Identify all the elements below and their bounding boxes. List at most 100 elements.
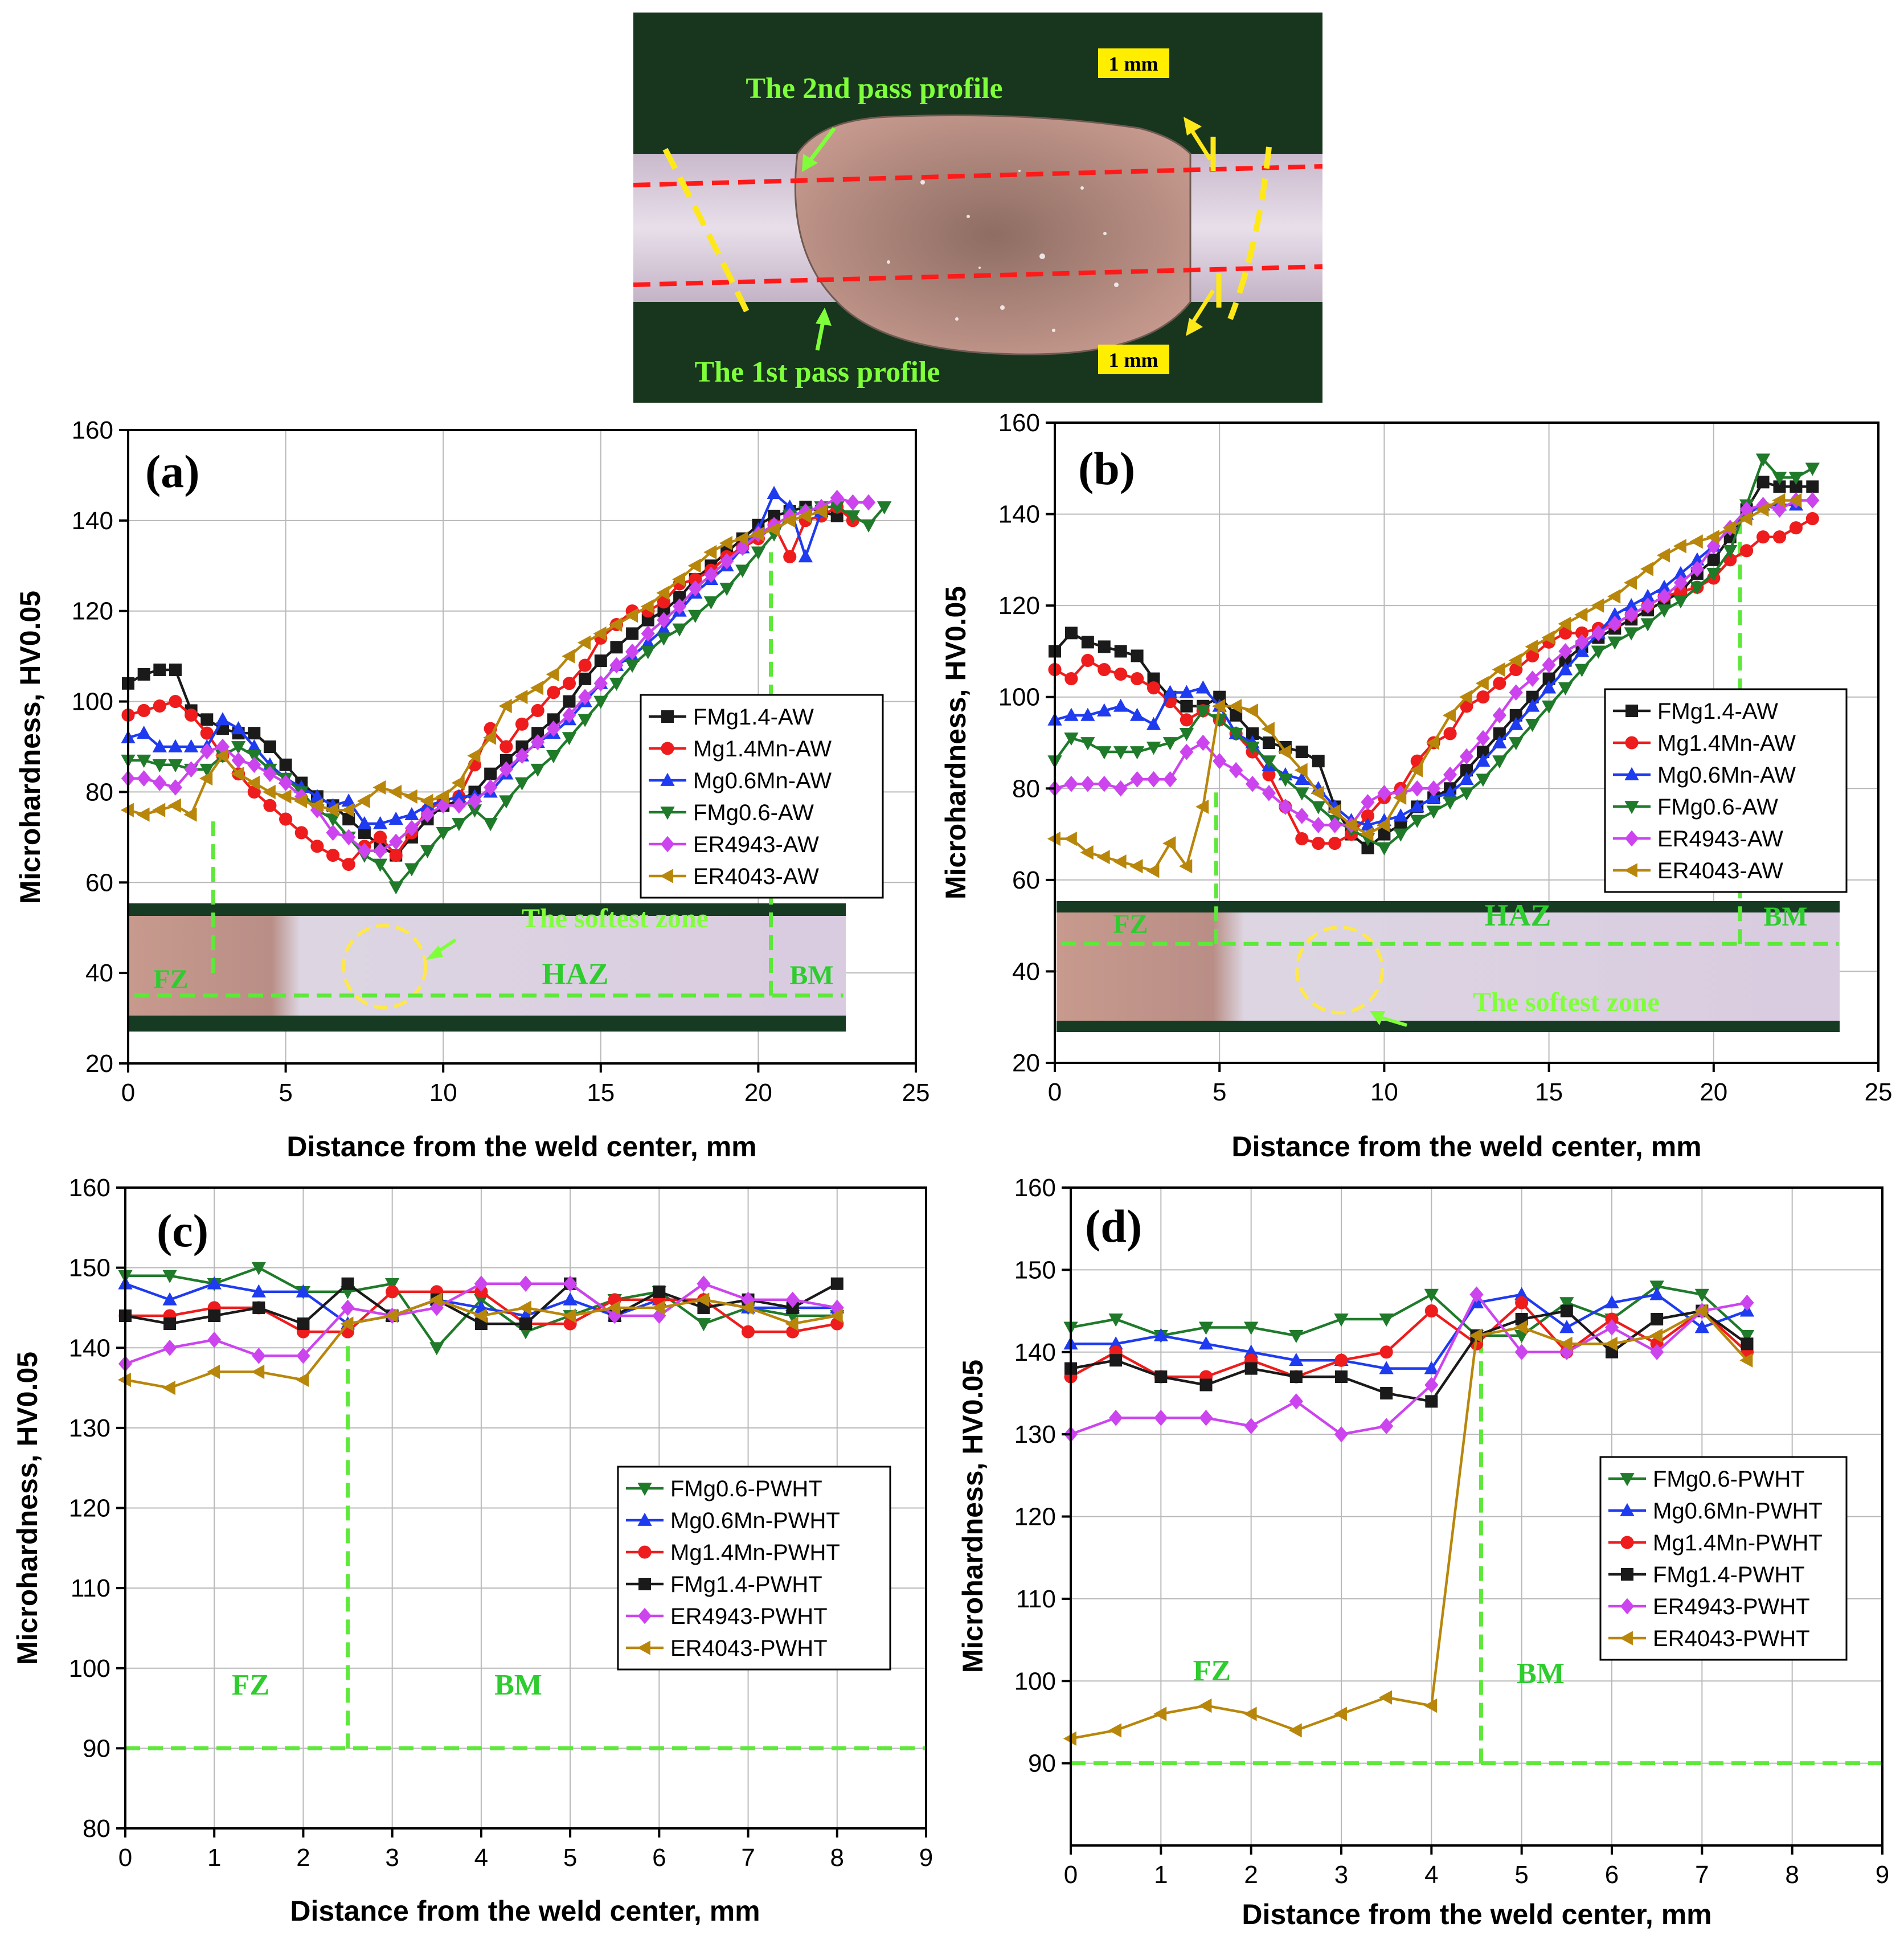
panel-d-point-Mg1.4Mn <box>1334 1353 1348 1367</box>
panel-a-point-Mg1.4Mn <box>515 717 529 731</box>
panel-b-point-ER4943 <box>1328 817 1342 833</box>
panel-b-point-ER4043 <box>1179 859 1193 874</box>
panel-d-point-ER4043 <box>1694 1303 1708 1319</box>
panel-c-legend-box <box>617 1466 891 1671</box>
panel-d: 0 1 2 3 4 5 6 7 8 9 90 100 110 120 130 140 150 160 Distanc… <box>957 1174 1889 1930</box>
panel-b-point-Mg1.4Mn <box>1493 677 1506 690</box>
panel-a-point-FMg0.6 <box>152 759 167 772</box>
panel-a-point-FMg1.4 <box>531 727 544 740</box>
panel-a-xtick-label: 10 <box>429 1079 457 1107</box>
panel-b-point-ER4943 <box>1657 588 1672 605</box>
panel-d-point-FMg1.4 <box>1651 1313 1664 1325</box>
panel-a-point-FMg0.6 <box>845 510 861 524</box>
panel-c-point-FMg1.4 <box>252 1301 265 1314</box>
panel-c-point-ER4043 <box>740 1300 754 1315</box>
panel-b-xlabel: Distance from the weld center, mm <box>1231 1131 1701 1163</box>
panel-d-point-FMg0.6 <box>1379 1313 1394 1327</box>
panel-d-ytick-label: 130 <box>1014 1421 1056 1448</box>
panel-b-point-ER4043 <box>1788 493 1802 508</box>
panel-a-point-Mg0.6Mn <box>783 499 797 513</box>
panel-b-point-FMg1.4 <box>1790 480 1803 493</box>
panel-b-point-ER4943 <box>1196 734 1210 751</box>
panel-b-point-ER4943 <box>1525 670 1539 687</box>
panel-c-legend-marker-ER4043 <box>637 1640 650 1655</box>
panel-b-point-ER4943 <box>1311 817 1325 833</box>
panel-c-point-Mg0.6Mn <box>251 1284 266 1298</box>
panel-b-point-ER4943 <box>1459 748 1474 765</box>
panel-b-point-ER4943 <box>1443 766 1457 783</box>
panel-a-point-Mg0.6Mn <box>231 721 246 735</box>
panel-b-point-ER4943 <box>1180 743 1194 760</box>
panel-c-point-Mg1.4Mn <box>742 1325 755 1339</box>
panel-d-point-ER4943 <box>1514 1344 1529 1361</box>
panel-a-point-FMg1.4 <box>499 754 513 767</box>
second-pass-arrowhead <box>802 154 818 172</box>
panel-b-ytick-label: 100 <box>998 684 1040 711</box>
panel-b-label: (b) <box>1078 443 1135 494</box>
panel-d-xtick-label: 6 <box>1605 1861 1619 1889</box>
panel-d-point-Mg0.6Mn <box>1649 1287 1664 1300</box>
panel-b-point-Mg1.4Mn <box>1805 512 1819 526</box>
panel-b-point-FMg0.6 <box>1805 463 1820 476</box>
panel-a-xtick-label: 0 <box>121 1079 135 1107</box>
panel-a-legend-marker-FMg0.6 <box>660 807 675 820</box>
panel-b-point-FMg1.4 <box>1493 727 1506 740</box>
weld-porosity <box>887 170 1119 332</box>
panel-b-point-FMg1.4 <box>1460 764 1473 777</box>
scale-label-bottom: 1 mm <box>1109 349 1158 371</box>
panel-b-point-ER4943 <box>1641 597 1655 614</box>
panel-a-point-ER4943 <box>641 625 655 642</box>
panel-b-point-Mg0.6Mn <box>1393 808 1408 822</box>
panel-a-point-FMg0.6 <box>199 763 214 777</box>
panel-b-point-ER4043 <box>1410 763 1423 777</box>
panel-b-point-FMg0.6 <box>1410 815 1424 828</box>
panel-d-point-ER4943 <box>1740 1294 1754 1311</box>
panel-d-legend-label-Mg1.4Mn: Mg1.4Mn-PWHT <box>1653 1530 1823 1556</box>
panel-a-point-Mg1.4Mn <box>263 799 277 812</box>
panel-b-point-ER4043 <box>1541 630 1555 645</box>
panel-a-point-FMg0.6 <box>830 501 845 515</box>
panel-b-point-ER4943 <box>1229 762 1243 779</box>
panel-b-point-FMg0.6 <box>1574 664 1590 677</box>
panel-a-point-Mg0.6Mn <box>798 549 813 563</box>
panel-a-point-ER4943 <box>593 675 608 692</box>
panel-b-point-FMg0.6 <box>1558 682 1573 695</box>
panel-a-point-FMg0.6 <box>514 777 530 791</box>
panel-b-point-ER4043 <box>1640 562 1654 576</box>
panel-a-point-ER4943 <box>373 842 387 859</box>
panel-d-point-ER4043 <box>1514 1320 1528 1335</box>
panel-d-point-FMg0.6 <box>1108 1313 1123 1327</box>
panel-d-point-Mg0.6Mn <box>1694 1320 1709 1333</box>
panel-d-axes: 0 1 2 3 4 5 6 7 8 9 90 100 110 120 130 140 150 160 Distanc… <box>957 1174 1889 1930</box>
panel-b-point-FMg0.6 <box>1657 604 1672 618</box>
panel-a-point-FMg1.4 <box>342 813 355 826</box>
panel-d-xtick-label: 4 <box>1424 1861 1438 1889</box>
panel-a-point-ER4043 <box>167 798 181 813</box>
panel-b-point-ER4043 <box>1063 831 1077 846</box>
panel-b-point-ER4943 <box>1509 684 1523 701</box>
panel-b-point-ER4043 <box>1294 763 1308 777</box>
panel-a-point-ER4043 <box>388 784 402 800</box>
panel-a-point-FMg1.4 <box>657 604 670 617</box>
panel-a-point-Mg1.4Mn <box>279 812 293 826</box>
panel-a-point-Mg1.4Mn <box>389 849 403 862</box>
panel-a-point-ER4943 <box>215 738 230 755</box>
panel-c-point-FMg1.4 <box>163 1317 177 1331</box>
panel-b-point-ER4943 <box>1245 775 1260 792</box>
panel-c-xtick-label: 5 <box>563 1844 577 1872</box>
panel-a-point-ER4043 <box>436 789 449 804</box>
panel-d-point-Mg1.4Mn <box>1379 1345 1393 1359</box>
panel-b-point-FMg0.6 <box>1723 545 1738 558</box>
panel-b-point-ER4043 <box>1113 854 1127 869</box>
panel-a-point-FMg0.6 <box>325 813 341 827</box>
panel-a-point-ER4943 <box>704 566 718 583</box>
panel-a-point-ER4043 <box>325 803 339 817</box>
panel-c-point-ER4043 <box>785 1316 799 1331</box>
panel-d-point-Mg1.4Mn <box>1605 1312 1619 1326</box>
panel-a-point-FMg0.6 <box>168 759 183 772</box>
panel-c-legend-label-FMg1.4: FMg1.4-PWHT <box>670 1572 822 1597</box>
panel-b-point-FMg0.6 <box>1393 828 1408 842</box>
panel-a-point-ER4043 <box>530 681 544 695</box>
panel-c-legend-label-Mg1.4Mn: Mg1.4Mn-PWHT <box>670 1540 840 1565</box>
panel-c-point-Mg0.6Mn <box>296 1284 311 1298</box>
